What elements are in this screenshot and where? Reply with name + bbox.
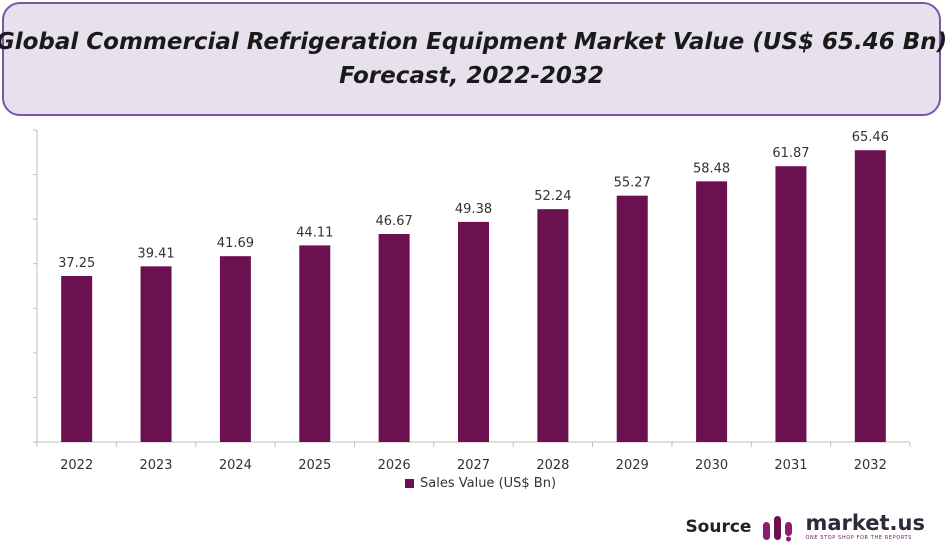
x-tick-label-2025: 2025 <box>298 458 331 473</box>
bar-2031 <box>775 166 807 442</box>
bar-2022 <box>61 275 93 442</box>
x-tick-label-2027: 2027 <box>457 458 490 473</box>
chart-title-line-2: Forecast, 2022-2032 <box>339 63 604 89</box>
x-tick-label-2028: 2028 <box>536 458 569 473</box>
source-label: Source <box>685 517 752 537</box>
bar-2024 <box>219 256 251 442</box>
brand-name: market.us <box>805 511 925 535</box>
x-tick-label-2024: 2024 <box>219 458 252 473</box>
data-label-2023: 39.41 <box>137 246 174 261</box>
data-label-2032: 65.46 <box>852 130 889 145</box>
source-footer: Source market.us ONE STOP SHOP FOR THE R… <box>685 512 925 542</box>
bar-2023 <box>140 266 172 442</box>
market-us-logo-icon <box>761 512 795 542</box>
bar-2027 <box>458 221 489 442</box>
bar-2030 <box>696 181 728 442</box>
data-label-2029: 55.27 <box>614 176 651 191</box>
x-tick-label-2032: 2032 <box>854 458 887 473</box>
bar-2026 <box>378 233 410 442</box>
data-label-2031: 61.87 <box>772 146 809 161</box>
x-tick-label-2029: 2029 <box>616 458 649 473</box>
x-tick-label-2022: 2022 <box>60 458 93 473</box>
data-label-2028: 52.24 <box>534 189 571 204</box>
chart-legend: Sales Value (US$ Bn) <box>405 476 556 491</box>
chart-title-box: Global Commercial Refrigeration Equipmen… <box>0 2 945 116</box>
data-label-2022: 37.25 <box>58 256 95 271</box>
brand-block: market.us ONE STOP SHOP FOR THE REPORTS <box>805 513 925 541</box>
bar-chart: 37.25 2022 39.41 2023 41.69 2024 44.11 2025 46.6… <box>0 118 945 508</box>
data-label-2024: 41.69 <box>217 236 254 251</box>
x-tick-label-2026: 2026 <box>378 458 411 473</box>
data-label-2025: 44.11 <box>296 225 333 240</box>
legend-swatch <box>405 479 414 488</box>
bar-2025 <box>299 245 331 442</box>
data-label-2030: 58.48 <box>693 161 730 176</box>
bar-2032 <box>854 150 886 443</box>
bar-2028 <box>537 209 569 442</box>
data-label-2026: 46.67 <box>376 214 413 229</box>
data-label-2027: 49.38 <box>455 202 492 217</box>
x-tick-label-2030: 2030 <box>695 458 728 473</box>
brand-tagline: ONE STOP SHOP FOR THE REPORTS <box>805 535 912 541</box>
bar-2029 <box>616 195 648 442</box>
legend-label: Sales Value (US$ Bn) <box>420 476 557 491</box>
bar-chart-svg: 37.25 2022 39.41 2023 41.69 2024 44.11 2025 46.6… <box>33 129 911 473</box>
x-tick-label-2023: 2023 <box>139 458 172 473</box>
chart-title-line-1: Global Commercial Refrigeration Equipmen… <box>0 29 945 55</box>
x-tick-label-2031: 2031 <box>774 458 807 473</box>
